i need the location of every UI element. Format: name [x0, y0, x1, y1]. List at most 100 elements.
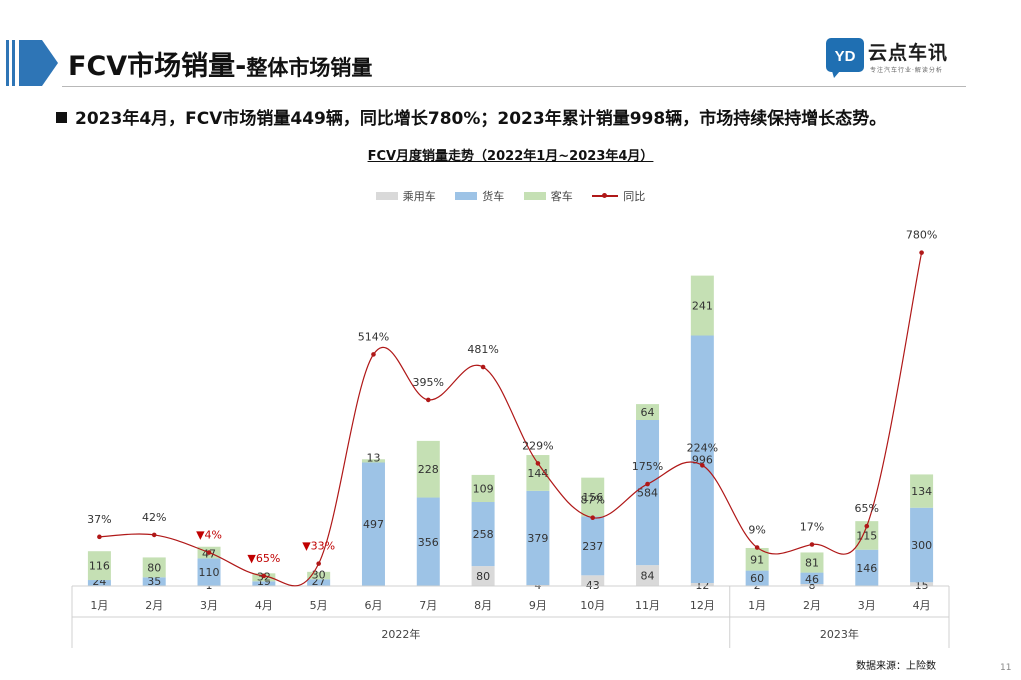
bar-segment-1-3	[252, 581, 276, 586]
bar-segment-0-11	[690, 583, 714, 586]
bar-label-1-2: 110	[199, 566, 220, 579]
bar-segment-2-1	[142, 557, 166, 578]
bar-segment-2-13	[800, 552, 824, 573]
bullet-square-icon	[56, 112, 67, 123]
page-title: FCV市场销量-整体市场销量	[68, 51, 373, 82]
bar-label-1-5: 497	[363, 518, 384, 531]
category-label-3: 4月	[255, 599, 273, 612]
yoy-label-9: 87%	[580, 494, 604, 507]
bar-segment-0-15	[910, 582, 934, 586]
bar-segment-1-9	[581, 516, 605, 576]
yoy-label-8: 229%	[522, 439, 553, 452]
yoy-point-15	[919, 250, 924, 255]
category-label-5: 6月	[364, 599, 382, 612]
bar-segment-1-12	[745, 570, 769, 586]
headline: 2023年4月，FCV市场销量449辆，同比增长780%；2023年累计销量99…	[56, 104, 886, 129]
legend-item-bus: 客车	[523, 188, 573, 204]
chart-title: FCV月度销量走势（2022年1月~2023年4月）	[367, 149, 654, 164]
chart-legend: 乘用车 货车 客车 同比	[0, 188, 1021, 204]
bar-label-1-1: 35	[147, 575, 161, 588]
yoy-label-2: ▼4%	[196, 529, 222, 542]
yoy-point-0	[97, 534, 102, 540]
bar-segment-2-15	[910, 474, 934, 508]
yoy-point-13	[809, 542, 815, 547]
yoy-label-10: 175%	[632, 460, 663, 473]
yoy-label-6: 395%	[413, 376, 444, 389]
legend-swatch-passenger	[375, 192, 398, 200]
yoy-label-3: ▼65%	[247, 552, 280, 565]
yoy-label-14: 65%	[855, 502, 879, 515]
bar-segment-1-6	[416, 497, 440, 586]
legend-item-yoy: 同比	[592, 188, 645, 204]
bar-label-1-15: 300	[911, 539, 932, 552]
bar-segment-0-7	[471, 566, 495, 586]
yoy-label-0: 37%	[87, 513, 111, 526]
header-arrow-icon	[6, 40, 58, 86]
bar-segment-2-6	[416, 440, 440, 498]
bar-segment-2-10	[636, 404, 660, 421]
bar-segment-0-9	[581, 575, 605, 586]
bar-label-2-4: 30	[312, 568, 326, 581]
headline-text: 2023年4月，FCV市场销量449辆，同比增长780%；2023年累计销量99…	[75, 109, 887, 129]
legend-swatch-yoy	[592, 191, 619, 201]
bar-label-1-7: 258	[473, 528, 494, 541]
yd-logo-icon: YD	[826, 38, 864, 78]
bar-segment-2-5	[361, 459, 385, 463]
bar-segment-2-7	[471, 474, 495, 503]
yoy-point-4	[316, 561, 321, 566]
yoy-point-10	[645, 481, 650, 487]
yoy-point-12	[754, 545, 760, 550]
bar-segment-2-11	[690, 275, 714, 336]
yoy-point-7	[480, 364, 486, 370]
category-label-1: 2月	[145, 599, 163, 612]
category-label-12: 1月	[748, 599, 766, 612]
yoy-label-4: ▼33%	[302, 540, 335, 553]
bar-label-2-12: 91	[750, 553, 764, 566]
category-label-0: 1月	[90, 599, 108, 612]
data-source: 数据来源：上险数	[856, 661, 936, 672]
legend-swatch-bus	[523, 192, 546, 200]
yoy-point-2	[206, 550, 212, 555]
bar-segment-2-4	[307, 571, 331, 580]
bar-segment-1-8	[526, 490, 550, 586]
category-label-2: 3月	[200, 599, 218, 612]
bar-label-2-11: 241	[692, 300, 713, 313]
yoy-point-9	[590, 515, 596, 521]
year-label-0: 2022年	[381, 627, 420, 641]
bar-segment-1-14	[855, 549, 879, 586]
category-label-14: 3月	[858, 599, 876, 612]
bar-segment-1-13	[800, 572, 824, 585]
bar-label-2-9: 156	[582, 491, 603, 504]
category-label-15: 4月	[913, 599, 931, 612]
bar-label-1-12: 60	[750, 572, 764, 585]
yoy-point-6	[425, 397, 431, 403]
bar-segment-1-1	[142, 577, 166, 586]
year-label-1: 2023年	[820, 627, 859, 641]
bar-segment-1-7	[471, 502, 495, 567]
bar-label-1-6: 356	[418, 536, 439, 549]
category-label-7: 8月	[474, 599, 492, 612]
yoy-point-11	[700, 463, 705, 468]
bar-label-2-5: 13	[366, 451, 380, 464]
yoy-point-1	[151, 532, 157, 538]
bar-segment-2-14	[855, 521, 879, 550]
yoy-label-12: 9%	[748, 524, 765, 537]
category-label-6: 7月	[419, 599, 437, 612]
bar-label-2-13: 81	[805, 557, 819, 570]
bar-segment-2-9	[581, 477, 605, 517]
yoy-label-15: 780%	[906, 229, 937, 242]
logo-name: 云点车讯	[868, 42, 949, 64]
bar-segment-1-15	[910, 507, 934, 583]
yoy-label-11: 224%	[687, 441, 718, 454]
header-divider	[62, 86, 966, 87]
bar-label-2-15: 134	[911, 485, 932, 498]
legend-item-passenger: 乘用车	[375, 188, 436, 204]
bar-segment-2-12	[745, 547, 769, 571]
svg-text:YD: YD	[835, 48, 856, 65]
bar-segment-2-0	[87, 551, 111, 581]
bar-segment-0-13	[800, 584, 824, 586]
bar-segment-1-11	[690, 335, 714, 584]
bar-label-2-10: 64	[641, 406, 655, 419]
legend-item-truck: 货车	[455, 188, 504, 204]
